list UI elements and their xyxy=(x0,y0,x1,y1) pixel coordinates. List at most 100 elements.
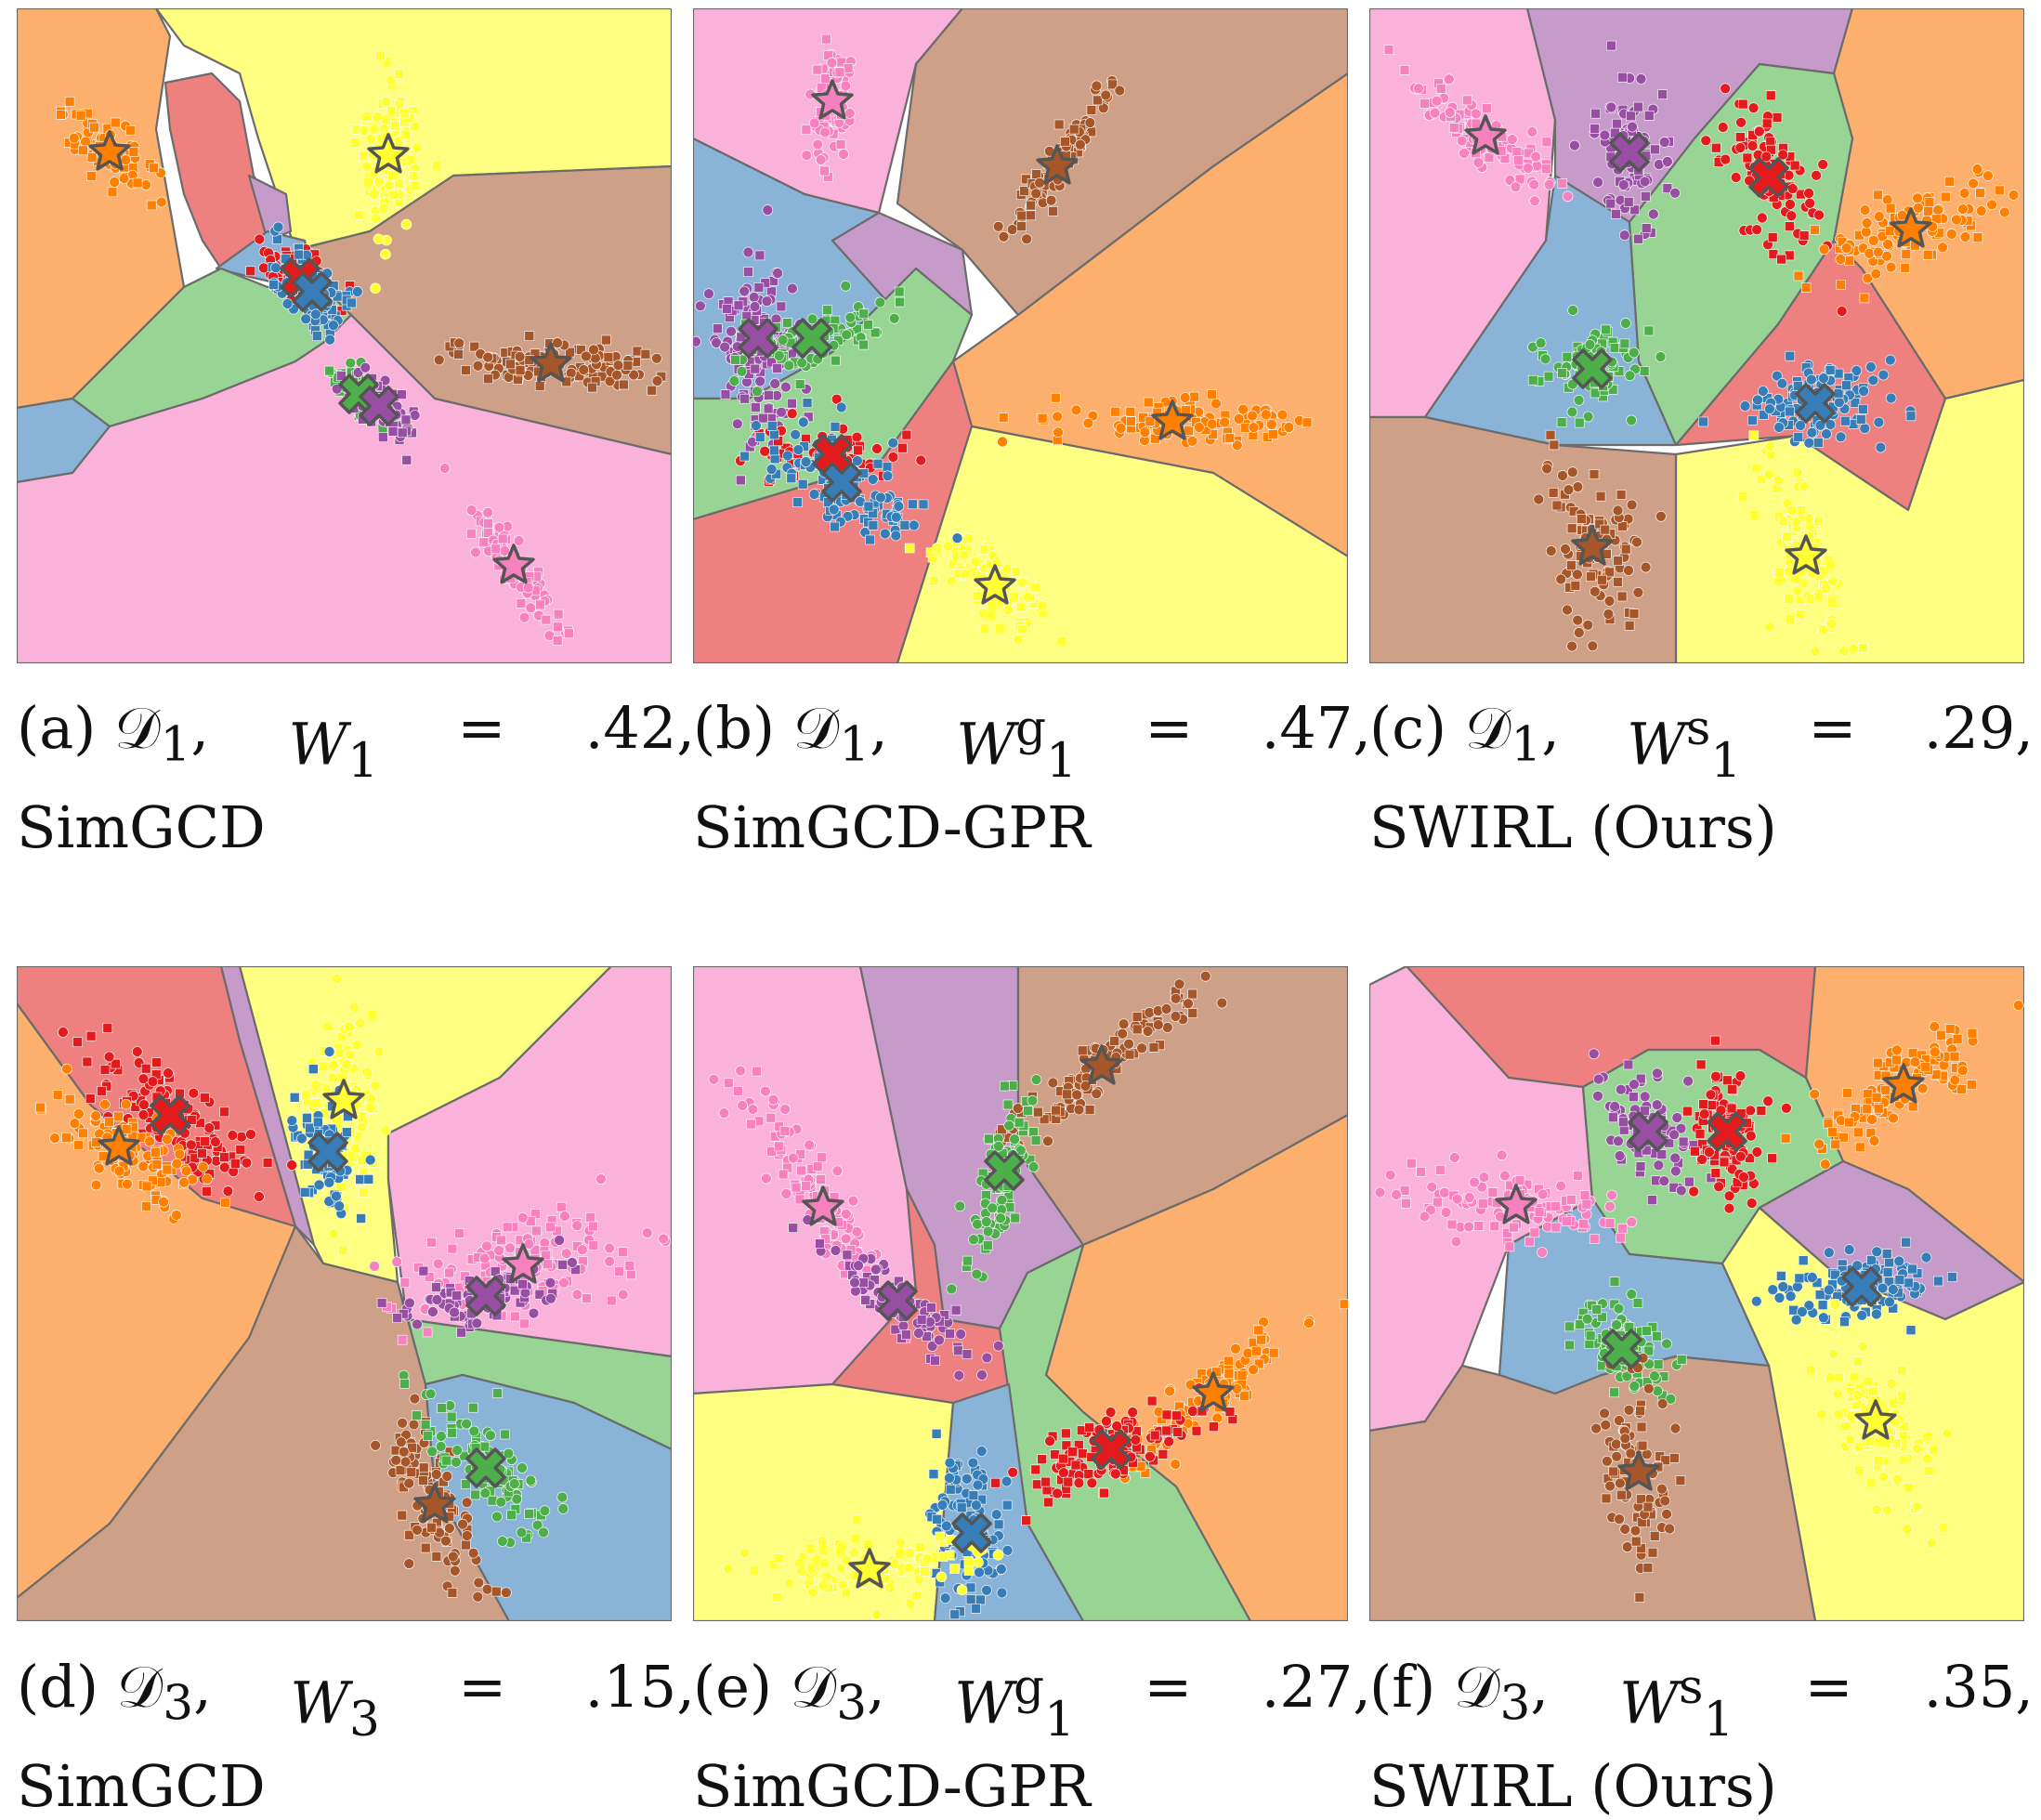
data-point xyxy=(79,1129,88,1138)
data-point xyxy=(1085,118,1095,128)
scatter-plot-c xyxy=(1369,8,2024,663)
data-point xyxy=(1695,1130,1705,1139)
data-point xyxy=(399,109,409,118)
data-point xyxy=(1652,1100,1662,1110)
data-point xyxy=(1574,628,1584,638)
data-point xyxy=(1153,1020,1163,1030)
data-point xyxy=(1790,161,1799,170)
data-point xyxy=(1904,1278,1913,1288)
data-point xyxy=(623,360,633,370)
data-point xyxy=(145,1136,155,1146)
data-point xyxy=(854,1261,864,1271)
data-point xyxy=(388,426,398,436)
data-point xyxy=(1008,1467,1018,1477)
data-point xyxy=(1190,392,1199,401)
data-point xyxy=(377,1299,386,1308)
data-point xyxy=(486,1431,496,1441)
data-point xyxy=(625,1261,635,1270)
data-point xyxy=(273,222,283,232)
data-point xyxy=(1722,1076,1732,1085)
data-point xyxy=(349,1002,360,1013)
data-point xyxy=(836,140,845,150)
data-point xyxy=(314,1180,324,1190)
data-point xyxy=(947,576,957,586)
data-point xyxy=(1449,1153,1459,1163)
data-point xyxy=(396,1437,406,1447)
data-point xyxy=(971,556,981,567)
data-point xyxy=(891,530,901,541)
data-point xyxy=(831,1245,841,1255)
data-point xyxy=(1818,1301,1827,1310)
data-point xyxy=(419,1266,428,1276)
data-point xyxy=(220,1153,229,1162)
data-point xyxy=(991,1510,1001,1520)
data-point xyxy=(752,1067,762,1076)
data-point xyxy=(1610,344,1619,353)
data-point xyxy=(360,151,369,161)
data-point xyxy=(1497,1150,1507,1160)
data-point xyxy=(1145,417,1155,426)
data-point xyxy=(1818,624,1828,635)
data-point xyxy=(448,1244,457,1253)
data-point xyxy=(1249,423,1259,433)
data-point xyxy=(1546,430,1555,439)
data-point xyxy=(572,1221,582,1231)
data-point xyxy=(1634,102,1643,111)
data-point xyxy=(87,152,97,162)
data-point xyxy=(1099,1488,1108,1498)
data-point xyxy=(1540,354,1550,364)
data-point xyxy=(1945,1025,1955,1034)
data-point xyxy=(423,1432,432,1441)
data-point xyxy=(780,382,791,392)
data-point xyxy=(1749,511,1759,520)
data-point xyxy=(1885,1297,1895,1307)
data-point xyxy=(385,180,395,190)
data-point xyxy=(1914,203,1924,213)
data-point xyxy=(888,438,898,448)
data-point xyxy=(1546,545,1556,556)
data-point xyxy=(1636,1162,1645,1172)
data-point xyxy=(466,529,476,538)
data-point xyxy=(1083,418,1093,428)
data-point xyxy=(841,1209,851,1219)
data-point xyxy=(119,174,129,184)
data-point xyxy=(1869,1136,1879,1146)
data-point xyxy=(1268,430,1277,439)
data-point xyxy=(946,1485,955,1494)
data-point xyxy=(1074,1478,1084,1488)
data-point xyxy=(1828,1349,1838,1359)
data-point xyxy=(373,111,383,122)
data-point xyxy=(1640,177,1650,187)
data-point xyxy=(263,1159,272,1168)
data-point xyxy=(1606,102,1616,112)
data-point xyxy=(1746,1131,1756,1141)
data-point xyxy=(494,522,504,532)
data-point xyxy=(132,1047,142,1057)
data-point xyxy=(1972,164,1982,175)
data-point xyxy=(510,1312,519,1321)
data-point xyxy=(200,1093,209,1103)
data-point xyxy=(983,1240,992,1250)
data-point xyxy=(148,1077,158,1087)
data-point xyxy=(1033,1107,1042,1117)
data-point xyxy=(1583,412,1593,422)
data-point xyxy=(497,1236,506,1245)
data-point xyxy=(1577,514,1586,523)
data-point xyxy=(1791,575,1800,584)
data-point xyxy=(916,455,926,465)
data-point xyxy=(737,366,747,376)
data-point xyxy=(1786,615,1795,624)
data-point xyxy=(1874,417,1884,427)
data-point xyxy=(1801,283,1811,293)
data-point xyxy=(927,1303,936,1313)
data-point xyxy=(1690,1146,1699,1156)
data-point xyxy=(407,1468,416,1477)
data-point xyxy=(1551,1223,1561,1232)
data-point xyxy=(841,1234,851,1244)
data-point xyxy=(1831,1140,1840,1149)
data-point xyxy=(969,1491,978,1500)
data-point xyxy=(817,1175,826,1185)
data-point xyxy=(807,314,818,324)
data-point xyxy=(1035,177,1045,188)
data-point xyxy=(1865,362,1876,373)
